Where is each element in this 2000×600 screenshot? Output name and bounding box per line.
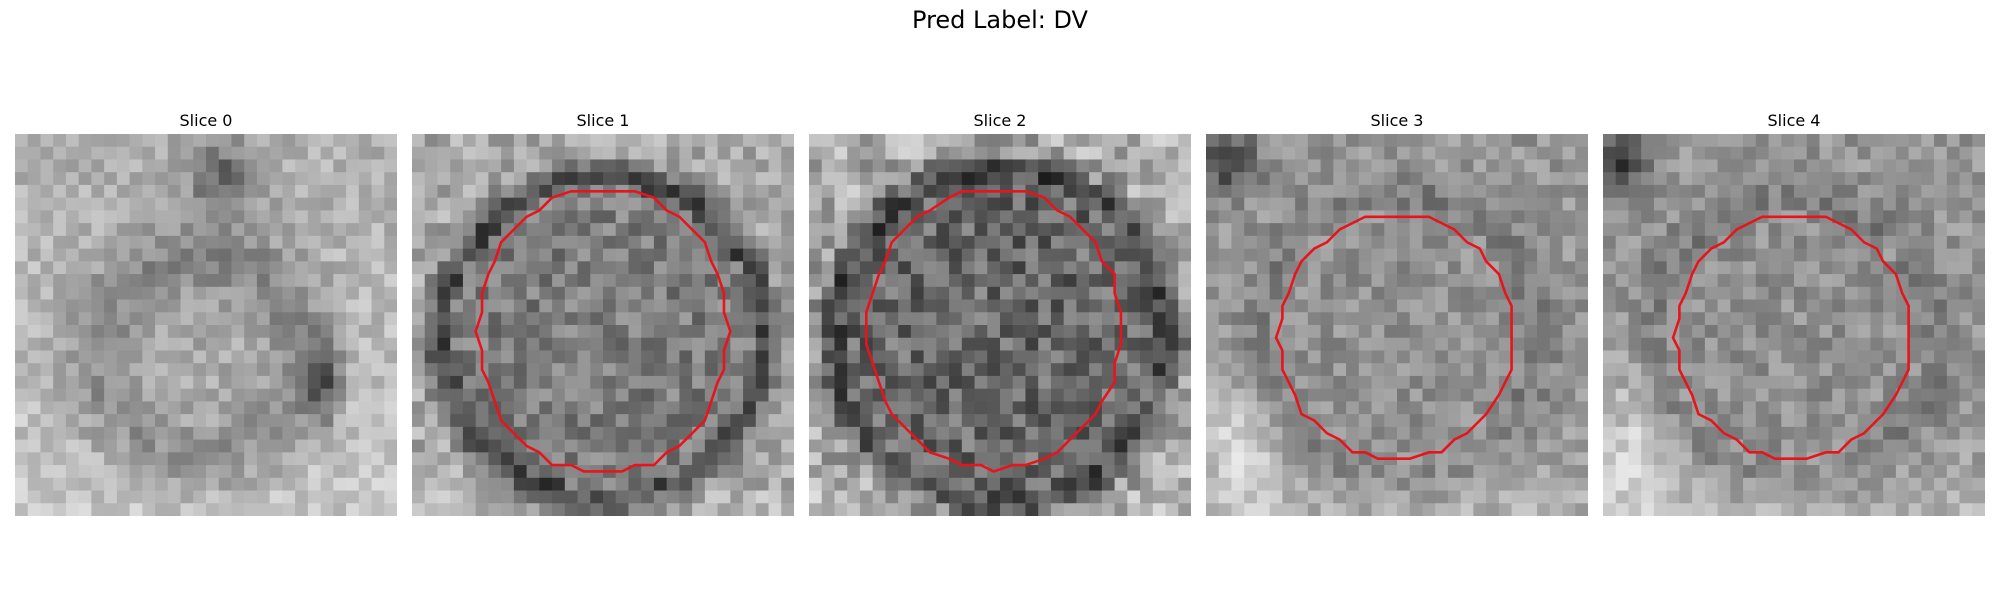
slice-title-2: Slice 2 <box>973 111 1027 130</box>
slice-panel-2: Slice 2 <box>809 109 1191 516</box>
segmentation-contour <box>1274 215 1513 461</box>
slice-title-1: Slice 1 <box>576 111 630 130</box>
slice-image-3 <box>1206 134 1588 516</box>
segmentation-contour <box>1671 215 1910 461</box>
slice-image-0 <box>15 134 397 516</box>
slice-panel-1: Slice 1 <box>412 109 794 516</box>
slice-panel-3: Slice 3 <box>1206 109 1588 516</box>
slice-panel-4: Slice 4 <box>1603 109 1985 516</box>
slice-title-4: Slice 4 <box>1767 111 1821 130</box>
slice-title-0: Slice 0 <box>179 111 233 130</box>
segmentation-contour <box>864 189 1123 473</box>
segmentation-contour <box>474 189 732 473</box>
slice-title-3: Slice 3 <box>1370 111 1424 130</box>
slice-image-1 <box>412 134 794 516</box>
slice-image-2 <box>809 134 1191 516</box>
slice-panel-0: Slice 0 <box>15 109 397 516</box>
figure-title: Pred Label: DV <box>912 6 1088 34</box>
slice-image-4 <box>1603 134 1985 516</box>
